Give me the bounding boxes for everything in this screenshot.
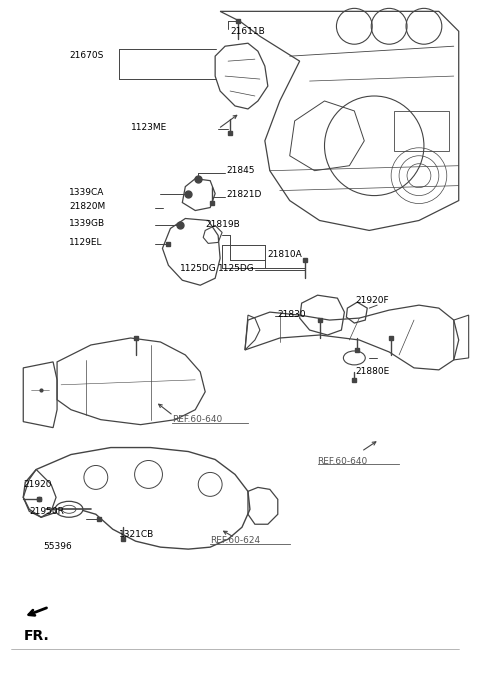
Text: 21820M: 21820M [69, 202, 105, 211]
Text: 1129EL: 1129EL [69, 238, 103, 247]
Text: 21950R: 21950R [29, 507, 64, 517]
Text: 1339CA: 1339CA [69, 188, 104, 197]
Text: 21670S: 21670S [69, 51, 103, 60]
Text: 21821D: 21821D [226, 190, 262, 199]
Text: FR.: FR. [23, 629, 49, 642]
Text: 1321CB: 1321CB [119, 530, 154, 539]
Text: 21810A: 21810A [268, 250, 302, 259]
Ellipse shape [55, 502, 83, 517]
Text: 21819B: 21819B [205, 221, 240, 230]
Bar [394, 111, 449, 151]
Text: 1339GB: 1339GB [69, 219, 105, 228]
Text: 21880E: 21880E [355, 367, 390, 376]
Text: 21920F: 21920F [355, 296, 389, 305]
Text: REF.60-624: REF.60-624 [210, 536, 260, 545]
Text: 1125DG: 1125DG [218, 264, 255, 273]
Text: REF.60-640: REF.60-640 [172, 415, 223, 424]
Text: 21920: 21920 [23, 481, 52, 489]
Text: 21830: 21830 [278, 309, 306, 319]
Text: 21611B: 21611B [230, 27, 265, 37]
Text: REF.60-640: REF.60-640 [318, 456, 368, 466]
Text: 1123ME: 1123ME [131, 123, 167, 133]
Text: 55396: 55396 [43, 542, 72, 551]
Text: 1125DG: 1125DG [180, 264, 217, 273]
Text: 21845: 21845 [226, 166, 254, 175]
